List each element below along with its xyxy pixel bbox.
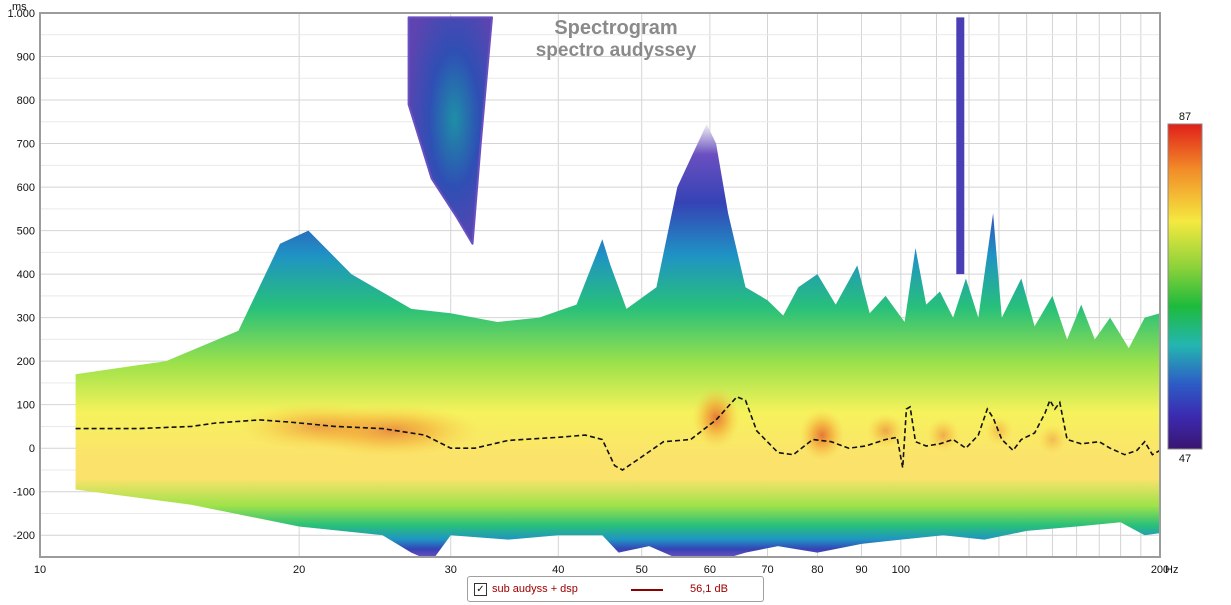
x-tick-label: 10 xyxy=(34,564,46,576)
y-axis-unit: ms xyxy=(12,1,27,13)
colorbar xyxy=(1167,123,1203,450)
y-tick-label: 600 xyxy=(17,182,35,194)
x-tick-label: 200 xyxy=(1151,564,1169,576)
x-tick-label: 70 xyxy=(761,564,773,576)
y-tick-label: 200 xyxy=(17,356,35,368)
legend-series-name[interactable]: sub audyss + dsp xyxy=(492,583,578,595)
heat-peak xyxy=(866,413,905,449)
x-tick-label: 50 xyxy=(636,564,648,576)
chart-title: Spectrogram xyxy=(554,17,677,39)
y-tick-label: -200 xyxy=(13,530,35,542)
heat-peak xyxy=(237,402,398,451)
heat-peak xyxy=(799,409,845,462)
resonance-spike xyxy=(956,17,965,275)
y-tick-label: 800 xyxy=(17,95,35,107)
chart-subtitle: spectro audyssey xyxy=(536,40,697,61)
legend-series-value: 56,1 dB xyxy=(690,583,728,595)
y-tick-label: 100 xyxy=(17,400,35,412)
legend-line-swatch xyxy=(631,589,663,591)
y-tick-label: 700 xyxy=(17,139,35,151)
y-tick-label: 1.000 xyxy=(7,8,35,20)
x-tick-label: 100 xyxy=(892,564,910,576)
y-tick-label: 0 xyxy=(29,443,35,455)
x-tick-label: 80 xyxy=(811,564,823,576)
heat-peak xyxy=(1037,424,1068,455)
y-tick-label: 900 xyxy=(17,52,35,64)
y-tick-label: 400 xyxy=(17,269,35,281)
heat-peak xyxy=(692,387,740,449)
series-peak-line xyxy=(75,395,1160,471)
late-energy-blob xyxy=(407,16,493,245)
x-tick-label: 30 xyxy=(445,564,457,576)
x-tick-label: 40 xyxy=(552,564,564,576)
x-tick-label: 20 xyxy=(293,564,305,576)
series-visibility-checkbox[interactable]: ✓ xyxy=(474,583,487,596)
colorbar-max-label: 87 xyxy=(1179,111,1191,123)
x-tick-label: 60 xyxy=(704,564,716,576)
colorbar-min-label: 47 xyxy=(1179,453,1191,465)
heat-peak xyxy=(926,417,960,453)
plot-frame xyxy=(39,12,1161,558)
legend: ✓ sub audyss + dsp 56,1 dB xyxy=(467,576,764,602)
x-axis-unit: Hz xyxy=(1165,564,1178,576)
y-tick-label: -100 xyxy=(13,487,35,499)
y-tick-label: 500 xyxy=(17,226,35,238)
x-tick-label: 90 xyxy=(855,564,867,576)
y-tick-label: 300 xyxy=(17,313,35,325)
